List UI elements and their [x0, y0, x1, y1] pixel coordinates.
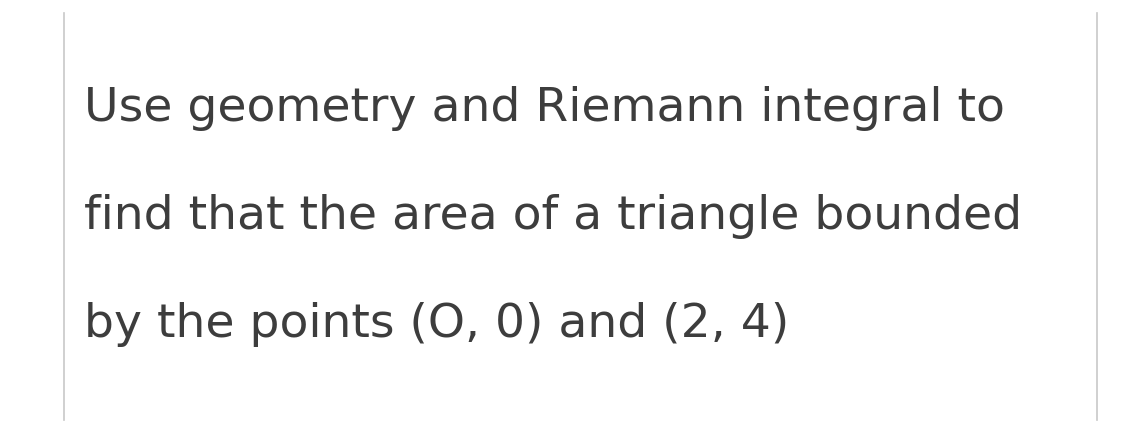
Text: by the points (O, 0) and (2, 4): by the points (O, 0) and (2, 4)	[84, 302, 790, 347]
Text: Use geometry and Riemann integral to: Use geometry and Riemann integral to	[84, 86, 1006, 131]
Text: find that the area of a triangle bounded: find that the area of a triangle bounded	[84, 194, 1023, 239]
